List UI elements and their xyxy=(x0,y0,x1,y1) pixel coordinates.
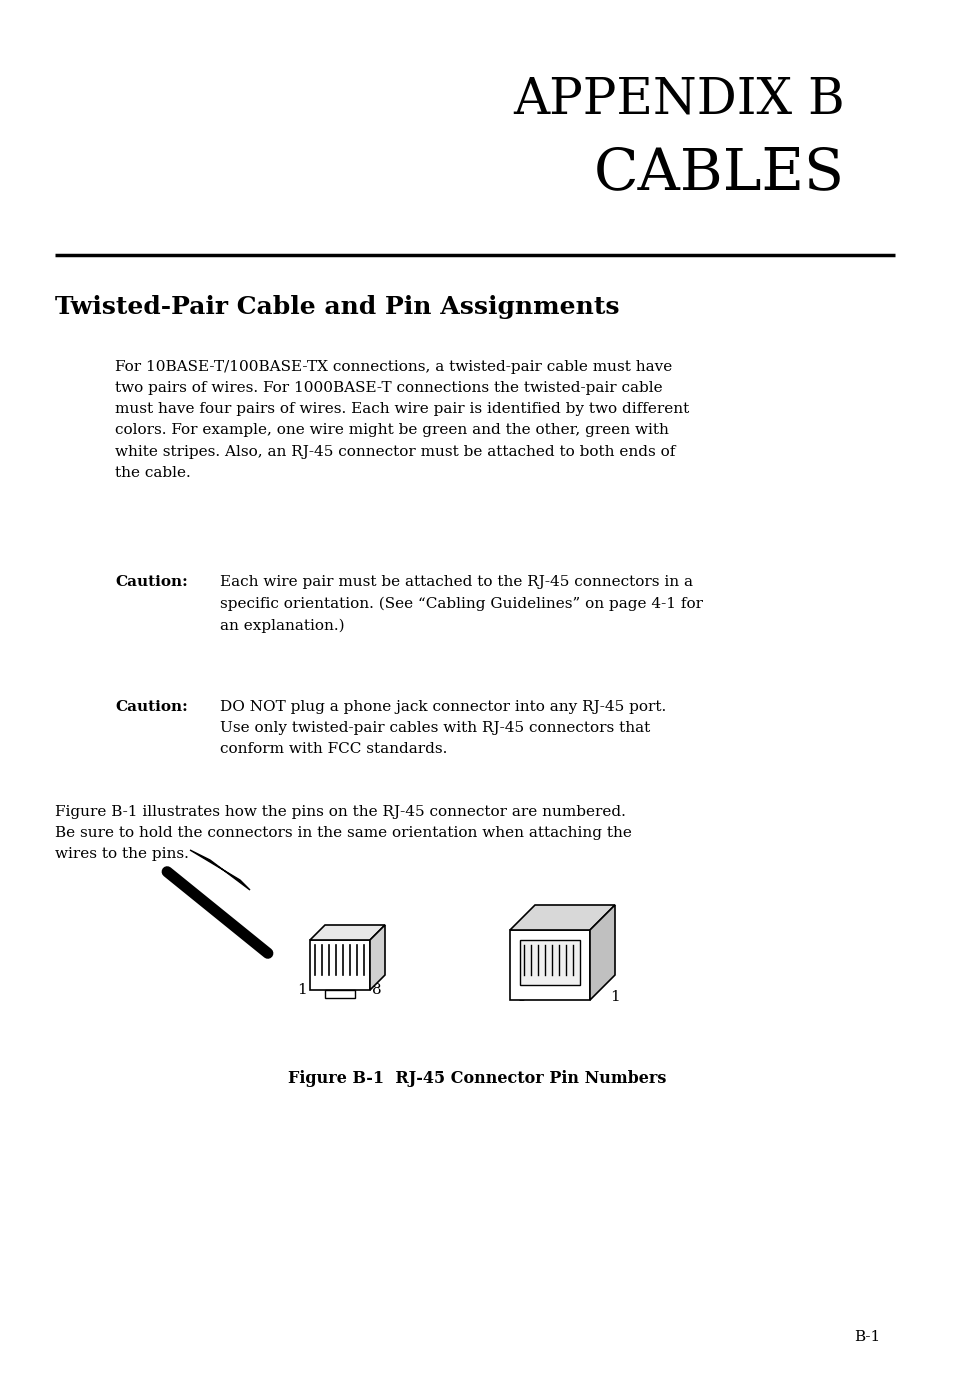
Polygon shape xyxy=(510,930,589,999)
Text: Figure B-1 illustrates how the pins on the RJ-45 connector are numbered.
Be sure: Figure B-1 illustrates how the pins on t… xyxy=(55,805,631,862)
Text: CABLES: CABLES xyxy=(594,144,844,201)
Polygon shape xyxy=(370,924,385,990)
Text: APPENDIX B: APPENDIX B xyxy=(513,75,844,125)
Polygon shape xyxy=(190,849,250,890)
Text: Caution:: Caution: xyxy=(115,700,188,713)
Text: 1: 1 xyxy=(297,983,307,997)
Polygon shape xyxy=(510,905,615,930)
Text: 8: 8 xyxy=(372,983,381,997)
Text: 1: 1 xyxy=(609,990,619,1004)
Text: B-1: B-1 xyxy=(853,1330,879,1344)
Polygon shape xyxy=(310,924,385,940)
Text: Figure B-1  RJ-45 Connector Pin Numbers: Figure B-1 RJ-45 Connector Pin Numbers xyxy=(288,1070,665,1087)
Text: 8: 8 xyxy=(517,990,526,1004)
Polygon shape xyxy=(519,940,579,985)
Polygon shape xyxy=(589,905,615,999)
Text: DO NOT plug a phone jack connector into any RJ-45 port.
Use only twisted-pair ca: DO NOT plug a phone jack connector into … xyxy=(220,700,665,756)
Text: Caution:: Caution: xyxy=(115,575,188,589)
Polygon shape xyxy=(310,940,370,990)
Text: For 10BASE-T/100BASE-TX connections, a twisted-pair cable must have
two pairs of: For 10BASE-T/100BASE-TX connections, a t… xyxy=(115,359,688,480)
Text: Each wire pair must be attached to the RJ-45 connectors in a
specific orientatio: Each wire pair must be attached to the R… xyxy=(220,575,702,633)
Text: Twisted-Pair Cable and Pin Assignments: Twisted-Pair Cable and Pin Assignments xyxy=(55,296,618,319)
Polygon shape xyxy=(325,990,355,998)
